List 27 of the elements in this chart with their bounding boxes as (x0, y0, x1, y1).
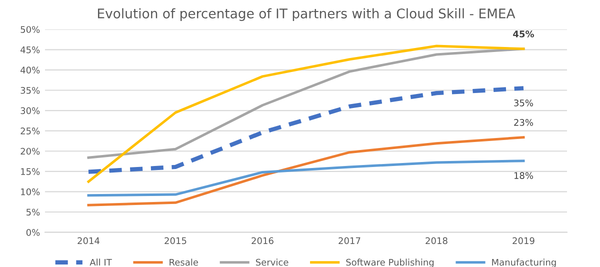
y-tick-label: 35% (20, 86, 40, 94)
y-tick-label: 45% (20, 46, 40, 54)
data-label: 23% (514, 119, 534, 126)
legend-label: Resale (170, 258, 198, 266)
data-label: 18% (514, 172, 534, 179)
legend-label: Service (256, 258, 288, 266)
y-tick-label: 10% (21, 188, 40, 196)
x-tick-label: 2017 (338, 237, 360, 244)
legend-label: All IT (90, 258, 112, 266)
y-tick-label: 20% (20, 148, 40, 155)
y-tick-label: 25% (20, 128, 40, 134)
x-tick-label: 2016 (252, 237, 274, 244)
x-tick-label: 2018 (426, 237, 448, 244)
y-tick-label: 0% (26, 229, 40, 236)
x-tick-label: 2015 (164, 237, 186, 244)
y-tick-label: 40% (20, 66, 40, 74)
x-tick-label: 2014 (78, 237, 100, 244)
chart-title: Evolution of percentage of IT partners with a Cloud Skill - EMEA (98, 8, 516, 22)
x-tick-label: 2019 (512, 237, 534, 244)
y-tick-label: 5% (26, 208, 40, 216)
y-tick-label: 15% (21, 168, 40, 175)
y-tick-label: 30% (20, 107, 40, 114)
y-tick-label: 50% (20, 26, 40, 33)
legend-label: Manufacturing (492, 258, 556, 267)
data-label: 35% (514, 99, 534, 106)
legend-label: Software Publishing (346, 258, 434, 267)
data-label: 45% (513, 30, 534, 38)
